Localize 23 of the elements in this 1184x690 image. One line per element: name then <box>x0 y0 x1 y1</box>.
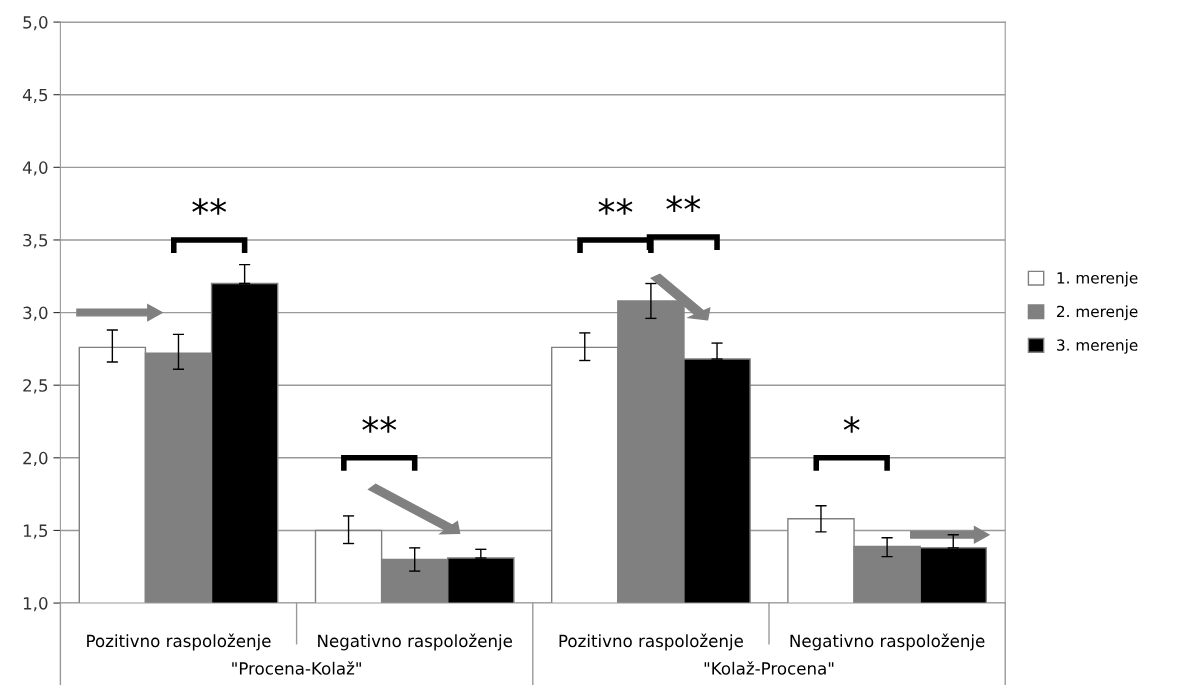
text: "Procena-Kolaž" <box>232 661 361 675</box>
x-tick-label: Negativno raspoloženje <box>318 633 513 651</box>
y-tick-label: 4,5 <box>22 88 48 103</box>
legend-label: 2. merenje <box>1057 305 1138 321</box>
text: "Kolaž-Procena" <box>704 661 834 675</box>
annotation: ** <box>666 195 701 212</box>
x-tick-label: Negativno raspoloženje <box>790 633 985 651</box>
annotation: ** <box>598 198 633 215</box>
y-tick-label: 2,5 <box>23 379 48 394</box>
x-tick-label: Pozitivno raspoloženje <box>87 633 271 651</box>
annotation: * <box>843 416 860 433</box>
y-tick-label: 1,0 <box>23 597 48 612</box>
legend-label: 1. merenje <box>1057 271 1138 287</box>
annotation: ** <box>362 416 397 433</box>
y-tick-label: 4,0 <box>22 161 48 176</box>
y-tick-label: 3,5 <box>23 233 48 249</box>
x-tick-label: Pozitivno raspoloženje <box>559 633 743 651</box>
y-tick-label: 3,0 <box>23 306 48 321</box>
annotation: ** <box>192 198 227 215</box>
legend-label: 3. merenje <box>1057 338 1138 354</box>
y-tick-label: 5,0 <box>23 16 48 31</box>
y-tick-label: 2,0 <box>23 451 48 467</box>
y-tick-label: 1,5 <box>23 524 48 539</box>
